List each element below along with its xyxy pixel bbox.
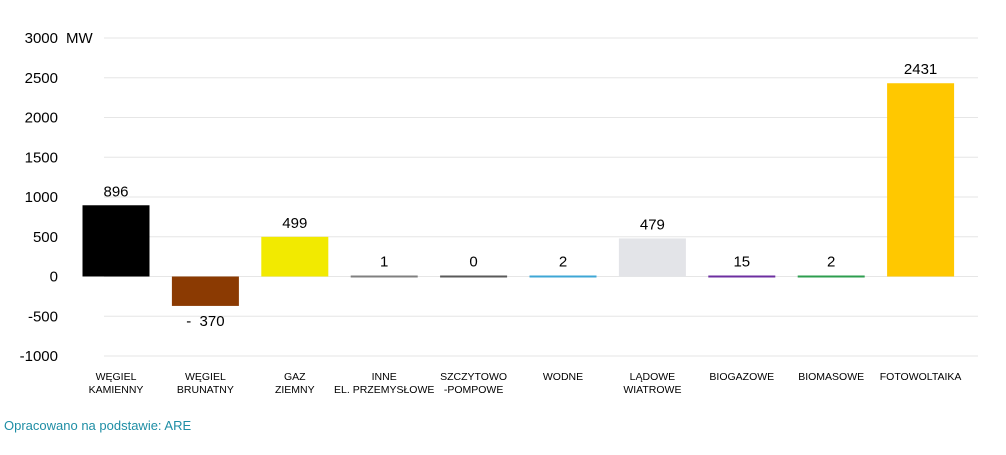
bars: [82, 83, 955, 306]
y-axis-tick-labels: -1000 -500 0 500 1000 1500 2000 2500 3000: [20, 30, 58, 365]
bar: [708, 275, 776, 278]
category-label: LĄDOWE: [630, 371, 676, 383]
category-label: WĘGIEL: [185, 371, 226, 383]
category-label: FOTOWOLTAIKA: [880, 371, 962, 383]
value-label: 1: [380, 254, 388, 271]
category-label: -POMPOWE: [444, 384, 504, 396]
bar: [440, 275, 508, 278]
y-tick-label: 2500: [25, 70, 58, 87]
y-axis-unit-label: MW: [66, 30, 93, 47]
value-label: 0: [469, 254, 477, 271]
category-label: ZIEMNY: [275, 384, 315, 396]
value-label: 896: [103, 183, 128, 200]
value-label: 499: [282, 215, 307, 232]
category-label: SZCZYTOWO: [440, 371, 507, 383]
value-labels: 896 - 370 499 1 0 2 479 15 2 2431: [103, 61, 937, 330]
y-tick-label: -1000: [20, 348, 58, 365]
y-tick-label: 0: [50, 269, 58, 286]
category-label: WIATROWE: [623, 384, 681, 396]
category-label: KAMIENNY: [89, 384, 144, 396]
value-label: - 370: [186, 313, 224, 330]
category-label: WODNE: [543, 371, 583, 383]
grid-lines: [104, 37, 978, 357]
y-tick-label: 1500: [25, 149, 58, 166]
category-label: INNE: [372, 371, 397, 383]
category-label: EL. PRZEMYSŁOWE: [334, 384, 434, 396]
value-label: 2431: [904, 61, 937, 78]
y-tick-label: 500: [33, 229, 58, 246]
category-labels: WĘGIELKAMIENNYWĘGIELBRUNATNYGAZZIEMNYINN…: [89, 371, 962, 396]
bar: [82, 205, 150, 277]
category-label: BRUNATNY: [177, 384, 234, 396]
category-label: WĘGIEL: [96, 371, 137, 383]
value-label: 479: [640, 216, 665, 233]
bar: [887, 83, 955, 277]
value-label: 2: [559, 254, 567, 271]
category-label: BIOGAZOWE: [709, 371, 774, 383]
bar: [261, 236, 329, 277]
y-tick-label: 2000: [25, 110, 58, 127]
bar: [618, 238, 686, 277]
category-label: BIOMASOWE: [798, 371, 864, 383]
bar: [529, 275, 597, 278]
value-label: 2: [827, 254, 835, 271]
category-label: GAZ: [284, 371, 306, 383]
y-tick-label: 3000: [25, 30, 58, 47]
y-tick-label: 1000: [25, 189, 58, 206]
bar: [171, 276, 239, 306]
source-note: Opracowano na podstawie: ARE: [4, 418, 192, 433]
bar-chart: -1000 -500 0 500 1000 1500 2000 2500 3000 MW 896…: [20, 30, 978, 396]
bar: [350, 275, 418, 278]
value-label: 15: [733, 254, 750, 271]
y-tick-label: -500: [28, 308, 58, 325]
bar: [797, 275, 865, 278]
